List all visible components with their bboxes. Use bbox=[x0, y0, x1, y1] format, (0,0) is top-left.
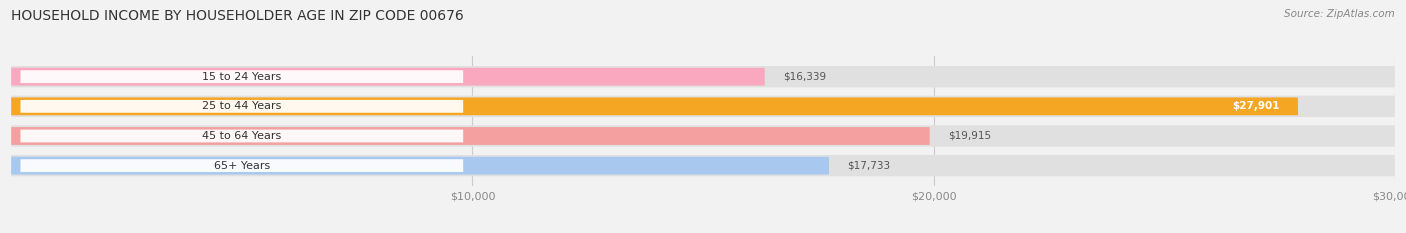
Text: $27,901: $27,901 bbox=[1232, 101, 1279, 111]
FancyBboxPatch shape bbox=[11, 157, 830, 175]
FancyBboxPatch shape bbox=[21, 130, 463, 142]
FancyBboxPatch shape bbox=[11, 66, 1395, 87]
Text: HOUSEHOLD INCOME BY HOUSEHOLDER AGE IN ZIP CODE 00676: HOUSEHOLD INCOME BY HOUSEHOLDER AGE IN Z… bbox=[11, 9, 464, 23]
Text: $16,339: $16,339 bbox=[783, 72, 827, 82]
Text: $17,733: $17,733 bbox=[848, 161, 890, 171]
Text: 45 to 64 Years: 45 to 64 Years bbox=[202, 131, 281, 141]
FancyBboxPatch shape bbox=[21, 70, 463, 83]
FancyBboxPatch shape bbox=[11, 155, 1395, 176]
Text: Source: ZipAtlas.com: Source: ZipAtlas.com bbox=[1284, 9, 1395, 19]
Text: $19,915: $19,915 bbox=[948, 131, 991, 141]
FancyBboxPatch shape bbox=[11, 96, 1395, 117]
FancyBboxPatch shape bbox=[21, 100, 463, 113]
FancyBboxPatch shape bbox=[11, 125, 1395, 147]
Text: 65+ Years: 65+ Years bbox=[214, 161, 270, 171]
FancyBboxPatch shape bbox=[21, 159, 463, 172]
Text: 15 to 24 Years: 15 to 24 Years bbox=[202, 72, 281, 82]
FancyBboxPatch shape bbox=[11, 127, 929, 145]
FancyBboxPatch shape bbox=[11, 68, 765, 86]
Text: 25 to 44 Years: 25 to 44 Years bbox=[202, 101, 281, 111]
FancyBboxPatch shape bbox=[11, 97, 1298, 115]
